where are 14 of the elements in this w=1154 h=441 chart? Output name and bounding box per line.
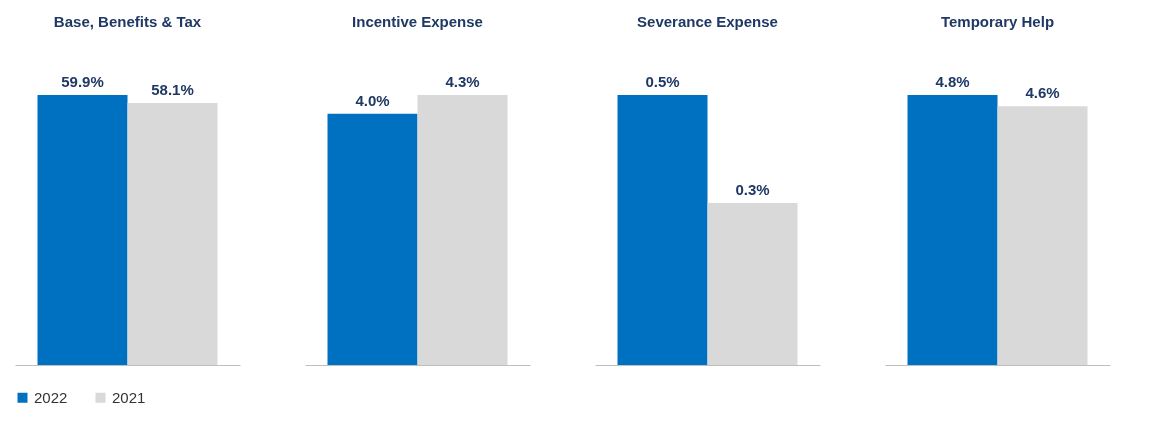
data-label: 4.8% bbox=[935, 73, 970, 90]
data-label: 4.6% bbox=[1025, 84, 1060, 102]
legend-label: 2021 bbox=[112, 388, 146, 406]
chart-title: Temporary Help bbox=[940, 13, 1055, 30]
chart-title: Incentive Expense bbox=[352, 13, 483, 30]
chart-title: Severance Expense bbox=[637, 13, 778, 30]
data-label: 0.5% bbox=[645, 73, 680, 90]
data-label: 4.3% bbox=[445, 73, 480, 90]
data-label: 58.1% bbox=[151, 81, 194, 99]
legend-label: 2022 bbox=[34, 388, 68, 406]
chart-title: Base, Benefits & Tax bbox=[53, 13, 202, 30]
data-label: 59.9% bbox=[61, 73, 104, 90]
data-label: 4.0% bbox=[355, 91, 390, 109]
data-label: 0.3% bbox=[735, 181, 770, 198]
